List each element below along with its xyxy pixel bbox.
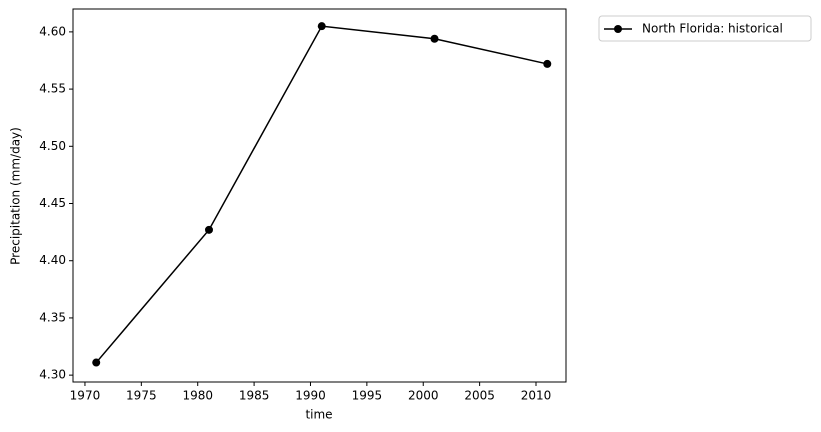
legend-marker xyxy=(614,25,622,33)
y-tick-label: 4.55 xyxy=(39,82,66,96)
data-point xyxy=(204,225,213,234)
legend-label: North Florida: historical xyxy=(642,22,783,36)
x-tick-label: 2000 xyxy=(408,389,439,403)
x-tick-label: 2010 xyxy=(521,389,552,403)
y-tick-label: 4.60 xyxy=(39,24,66,38)
y-tick-label: 4.40 xyxy=(39,253,66,267)
legend-box xyxy=(598,15,812,42)
y-axis-label: Precipitation (mm/day) xyxy=(9,127,23,265)
data-point xyxy=(430,34,439,43)
series-line xyxy=(95,25,548,364)
x-tick-label: 1995 xyxy=(352,389,383,403)
y-tick-label: 4.35 xyxy=(39,310,66,324)
x-tick-label: 2005 xyxy=(464,389,495,403)
x-axis-label: time xyxy=(305,408,332,422)
x-tick-label: 1980 xyxy=(182,389,213,403)
y-tick-label: 4.45 xyxy=(39,196,66,210)
x-tick-label: 1970 xyxy=(70,389,101,403)
y-tick-label: 4.30 xyxy=(39,368,66,382)
x-tick-label: 1975 xyxy=(126,389,157,403)
y-tick-label: 4.50 xyxy=(39,139,66,153)
plot-frame xyxy=(72,8,567,383)
x-tick-label: 1985 xyxy=(239,389,270,403)
data-point xyxy=(317,22,326,31)
data-point xyxy=(543,59,552,68)
data-point xyxy=(92,358,101,367)
x-tick-label: 1990 xyxy=(295,389,326,403)
